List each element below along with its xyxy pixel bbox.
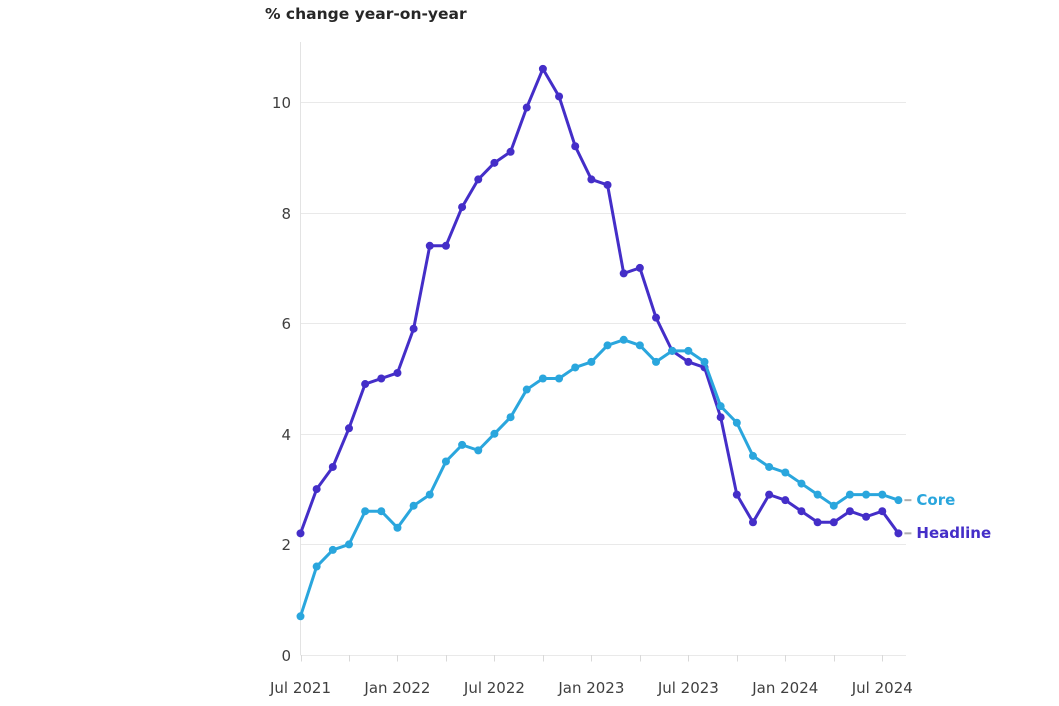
core-data-point: [490, 429, 499, 438]
headline-data-point: [425, 241, 434, 250]
core-data-point: [603, 341, 612, 350]
core-data-point: [813, 490, 822, 499]
core-data-point: [652, 357, 661, 366]
headline-data-point: [716, 413, 725, 422]
headline-data-point: [344, 424, 353, 433]
series-label-core: Core: [916, 491, 956, 510]
headline-data-point: [296, 529, 305, 538]
x-axis-tick-label: Jul 2021: [269, 679, 331, 697]
core-data-point: [555, 374, 564, 383]
headline-data-point: [797, 507, 806, 516]
y-axis-tick-label: 2: [281, 536, 291, 554]
headline-data-point: [474, 175, 483, 184]
x-axis-tick-label: Jan 2023: [557, 679, 624, 697]
core-data-point: [700, 357, 709, 366]
series-label-headline: Headline: [916, 524, 992, 543]
core-data-point: [878, 490, 887, 499]
headline-data-point: [603, 180, 612, 189]
headline-data-point: [490, 158, 499, 167]
core-data-point: [797, 479, 806, 488]
headline-data-point: [878, 507, 887, 516]
y-axis-tick-label: 8: [281, 205, 291, 223]
y-axis-tick-label: 4: [281, 426, 291, 444]
headline-data-point: [813, 518, 822, 527]
core-data-point: [668, 346, 677, 355]
headline-data-point: [652, 313, 661, 322]
x-axis-tick-label: Jul 2022: [463, 679, 525, 697]
headline-data-point: [684, 357, 693, 366]
core-data-point: [862, 490, 871, 499]
headline-data-point: [538, 64, 547, 73]
core-data-point: [845, 490, 854, 499]
core-data-point: [425, 490, 434, 499]
x-axis-tick-label: Jan 2024: [751, 679, 818, 697]
y-axis-tick-label: 0: [281, 647, 291, 665]
core-data-point: [765, 462, 774, 471]
core-data-point: [296, 612, 305, 621]
core-data-point: [458, 440, 467, 449]
headline-data-point: [732, 490, 741, 499]
core-data-point: [684, 346, 693, 355]
headline-data-point: [619, 269, 628, 278]
headline-data-point: [506, 147, 515, 156]
core-data-point: [441, 457, 450, 466]
core-data-point: [716, 402, 725, 411]
core-data-point: [829, 501, 838, 510]
core-data-point: [619, 335, 628, 344]
core-data-point: [635, 341, 644, 350]
headline-data-point: [522, 103, 531, 112]
headline-data-point: [555, 92, 564, 101]
core-data-point: [377, 507, 386, 516]
headline-data-point: [845, 507, 854, 516]
core-data-point: [781, 468, 790, 477]
core-data-point: [894, 496, 903, 505]
headline-data-point: [829, 518, 838, 527]
core-data-point: [474, 446, 483, 455]
headline-data-point: [409, 324, 418, 333]
x-axis-tick-label: Jul 2024: [851, 679, 913, 697]
headline-data-point: [781, 496, 790, 505]
headline-data-point: [587, 175, 596, 184]
headline-data-point: [361, 380, 370, 389]
headline-data-point: [393, 368, 402, 377]
core-data-point: [393, 523, 402, 532]
x-axis-tick-label: Jul 2023: [657, 679, 719, 697]
headline-data-point: [377, 374, 386, 383]
y-axis-tick-label: 6: [281, 315, 291, 333]
headline-data-point: [894, 529, 903, 538]
headline-data-point: [312, 485, 321, 494]
headline-data-point: [765, 490, 774, 499]
core-data-point: [732, 418, 741, 427]
x-axis-tick-label: Jan 2022: [363, 679, 430, 697]
headline-data-point: [748, 518, 757, 527]
core-data-point: [361, 507, 370, 516]
y-axis-tick-label: 10: [272, 94, 291, 112]
core-data-point: [587, 357, 596, 366]
headline-data-point: [635, 263, 644, 272]
headline-data-point: [571, 142, 580, 151]
headline-data-point: [862, 512, 871, 521]
headline-data-point: [328, 462, 337, 471]
core-data-point: [522, 385, 531, 394]
core-data-point: [328, 545, 337, 554]
headline-data-point: [458, 203, 467, 212]
core-data-point: [344, 540, 353, 549]
core-data-point: [748, 451, 757, 460]
core-data-point: [506, 413, 515, 422]
core-line: [299, 338, 900, 618]
chart-title: % change year-on-year: [265, 5, 467, 23]
core-data-point: [571, 363, 580, 372]
core-data-point: [312, 562, 321, 571]
core-data-point: [409, 501, 418, 510]
headline-data-point: [441, 241, 450, 250]
core-data-point: [538, 374, 547, 383]
headline-line: [299, 67, 900, 535]
